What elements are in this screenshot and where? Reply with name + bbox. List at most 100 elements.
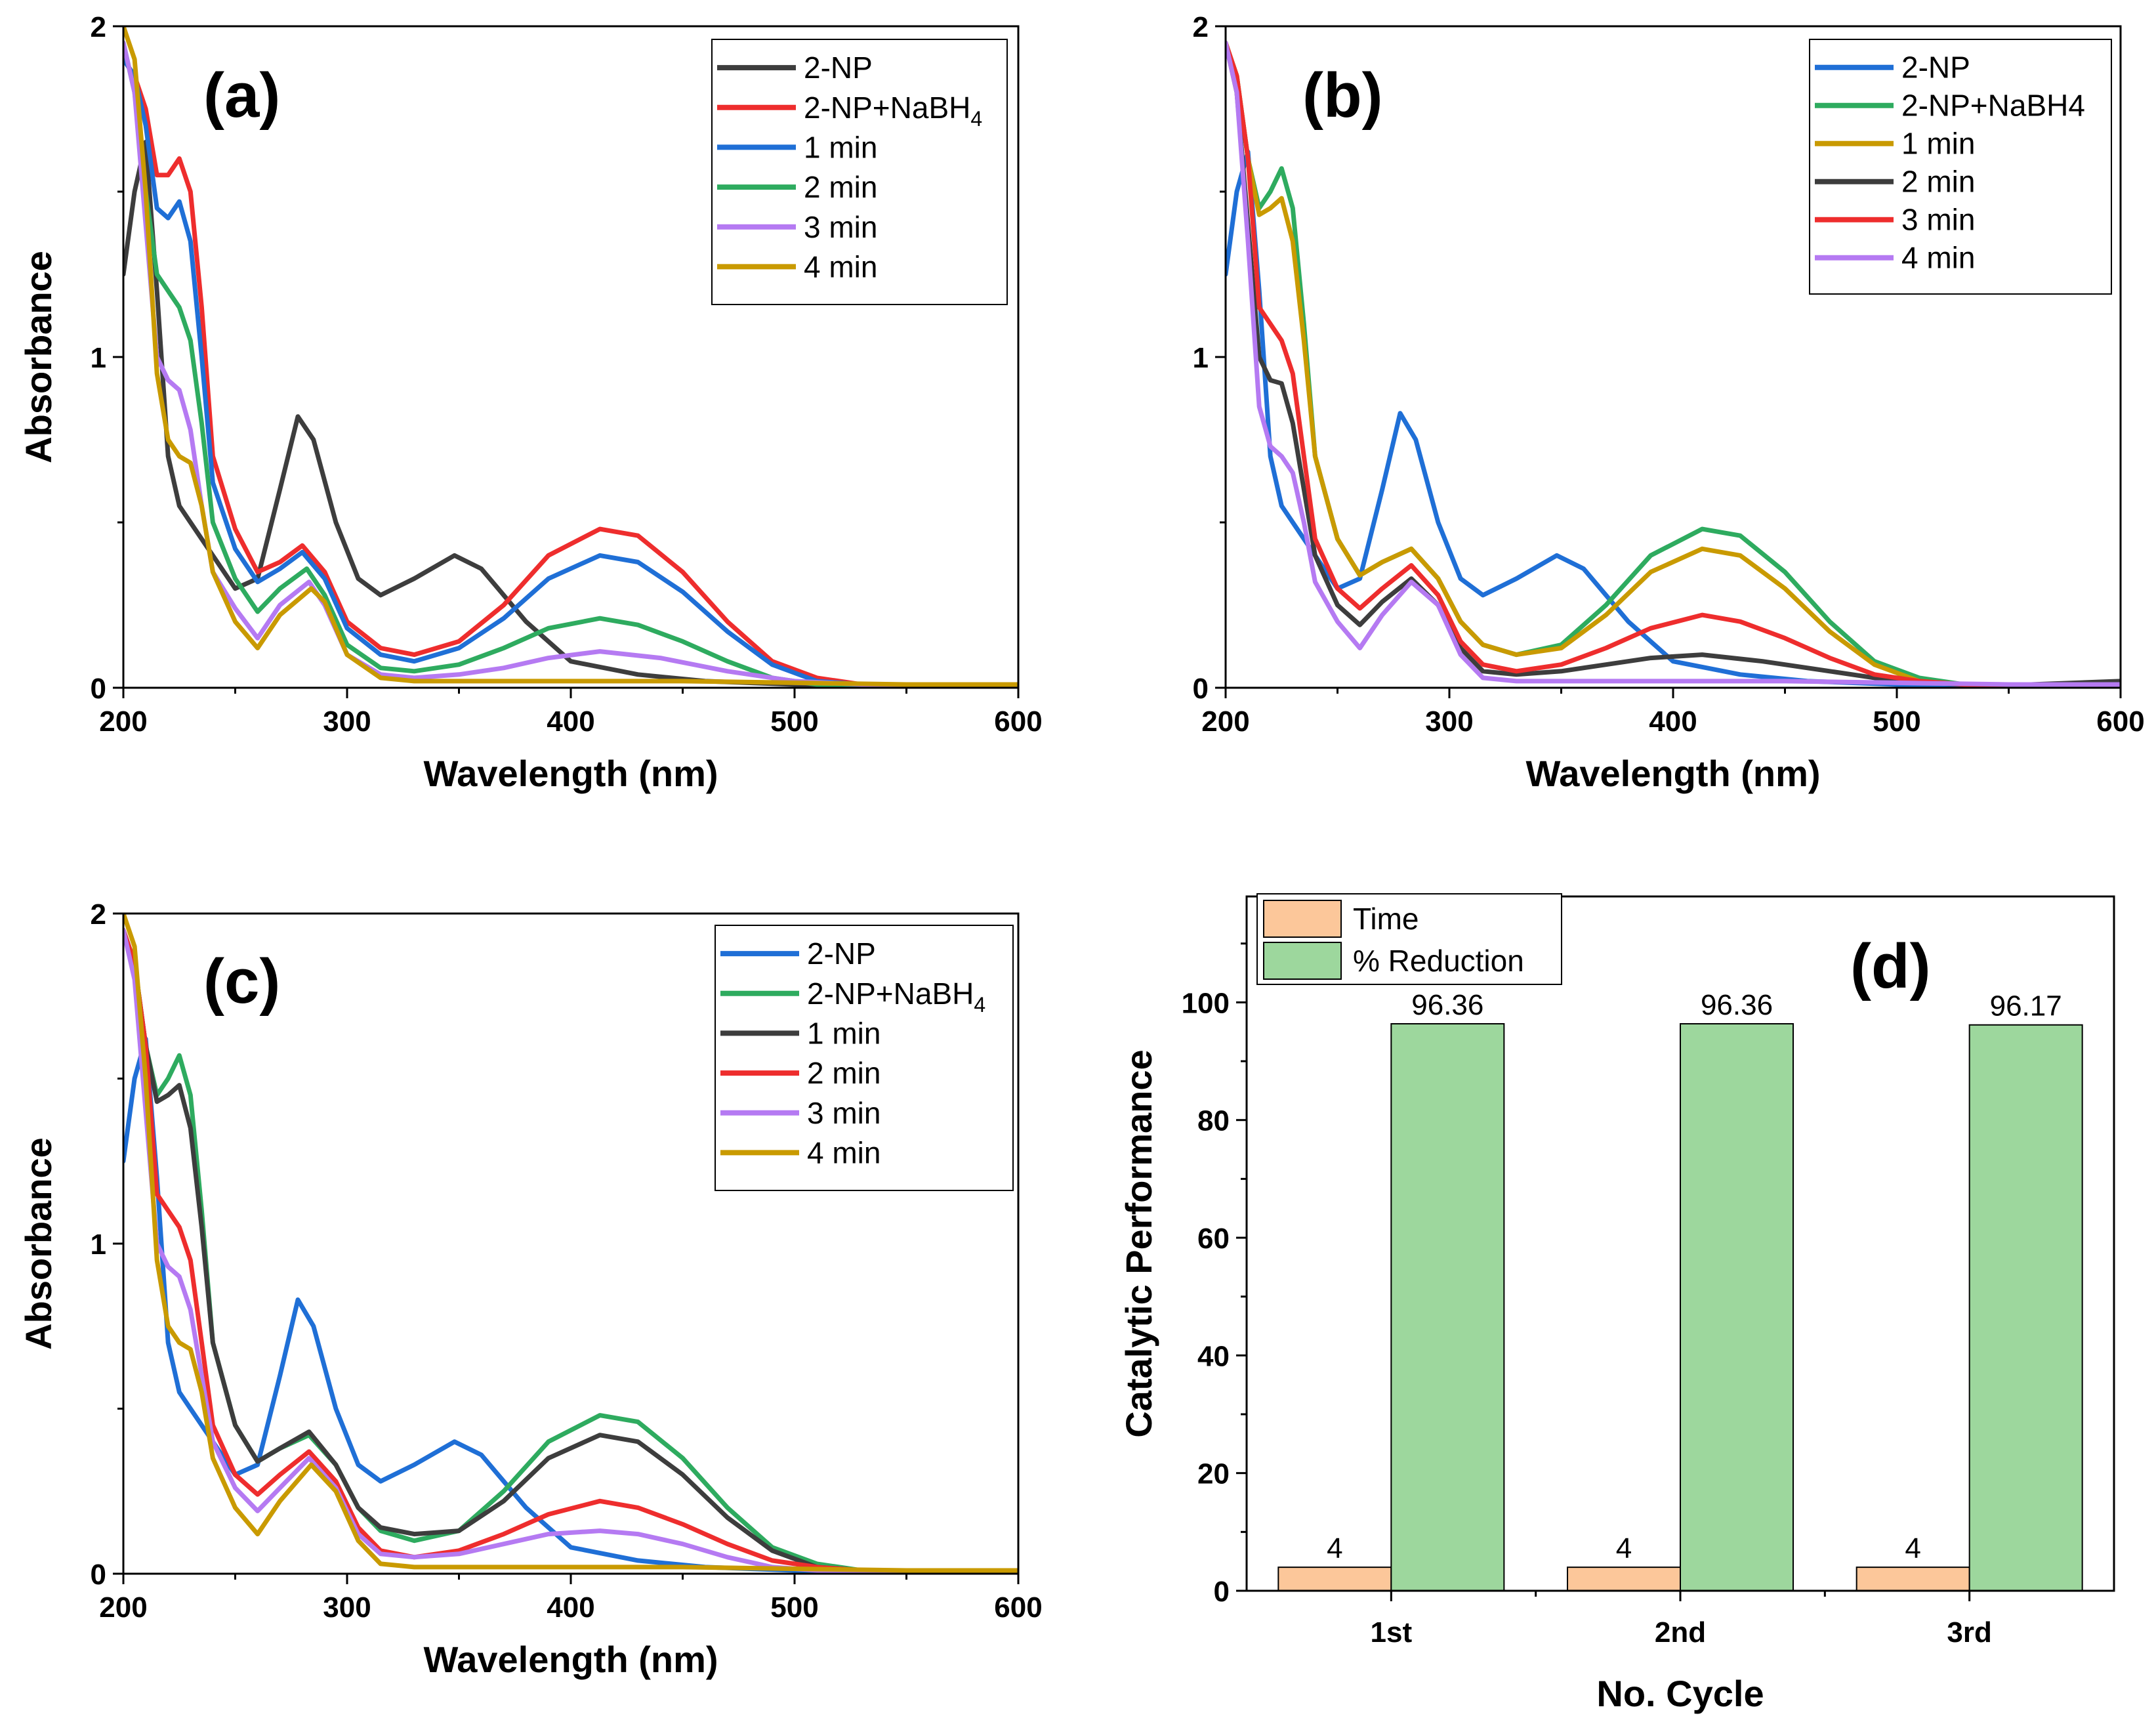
series-1-min: [123, 927, 1018, 1573]
legend-subscript: 4: [970, 107, 982, 131]
legend-text: 2 min: [807, 1056, 881, 1090]
legend-label: 2 min: [804, 170, 877, 204]
legend-swatch: [1263, 900, 1342, 938]
category-label: 3rd: [1947, 1616, 1991, 1649]
legend-frame: [711, 39, 1008, 305]
x-tick-label: 600: [2096, 705, 2144, 738]
legend-text: 4 min: [1901, 241, 1975, 275]
series-2-np: [1226, 150, 2121, 687]
x-tick-label: 400: [547, 1591, 594, 1624]
legend-label: 4 min: [807, 1135, 881, 1169]
bar-value-label: 4: [1327, 1532, 1342, 1565]
bar-reduction-1st: [1390, 1023, 1505, 1592]
series-3-min: [1226, 40, 2121, 687]
panel-label: (d): [1850, 931, 1931, 1001]
legend-label: 2-NP+NaBH4: [1901, 89, 2085, 123]
x-tick-label: 500: [1873, 705, 1920, 738]
y-tick-label: 0: [91, 673, 106, 705]
legend-text: 4 min: [804, 249, 877, 284]
legend-label: Time: [1353, 902, 1419, 936]
x-tick-label: 500: [770, 1591, 818, 1624]
x-axis-label: Wavelength (nm): [1525, 753, 1820, 794]
legend-label: 4 min: [804, 249, 877, 284]
legend-label: 3 min: [804, 210, 877, 244]
bar-value-label: 4: [1905, 1532, 1920, 1565]
legend-swatch: [1263, 942, 1342, 980]
y-tick-label: 0: [1214, 1576, 1230, 1608]
plot-frame: [1245, 895, 2115, 1592]
y-tick-label: 0: [91, 1559, 106, 1591]
y-tick-label: 80: [1197, 1105, 1230, 1137]
bar-value-label: 96.36: [1701, 989, 1773, 1021]
series-4-min: [123, 26, 1018, 687]
bar-time-2nd: [1567, 1566, 1681, 1591]
y-axis-label: Absorbance: [18, 1137, 59, 1350]
y-tick-label: 0: [1193, 673, 1209, 705]
panel-b: 200 300 400 500 600 0 1 2 Wavelength (nm) Absorba…: [18, 11, 2145, 794]
legend-subscript: 4: [974, 993, 985, 1017]
x-axis-label: Wavelength (nm): [423, 753, 718, 794]
legend-label: 1 min: [807, 1016, 881, 1050]
y-axis-label: Catalytic Performance: [1118, 1049, 1159, 1437]
x-tick-label: 300: [1425, 705, 1473, 738]
legend-label: 3 min: [807, 1096, 881, 1130]
bar-value-label: 4: [1616, 1532, 1632, 1565]
legend-label: 2 min: [1901, 165, 1975, 199]
bar-reduction-3rd: [1968, 1024, 2083, 1591]
legend-label: 2-NP: [1901, 51, 1970, 85]
legend-label: 2-NP: [807, 936, 876, 971]
legend-label: 1 min: [804, 130, 877, 164]
y-tick-label: 100: [1182, 987, 1230, 1019]
panel-label: (a): [203, 60, 280, 131]
legend-text: 1 min: [807, 1016, 881, 1050]
legend-label: 2-NP+NaBH4: [807, 977, 985, 1017]
legend-text: 2-NP: [807, 936, 876, 971]
legend-text: 2-NP: [1901, 51, 1970, 85]
bar-reduction-2nd: [1680, 1023, 1794, 1592]
panel-c: 200 300 400 500 600 0 1 2 Wavelength (nm) Absorba…: [18, 898, 1043, 1680]
bar-time-1st: [1277, 1566, 1392, 1591]
legend-label: 2-NP: [804, 51, 873, 85]
series-1-min: [1226, 40, 2121, 687]
y-tick-label: 2: [1193, 11, 1209, 43]
y-tick-label: 60: [1197, 1223, 1230, 1255]
legend-frame: [1809, 39, 2112, 295]
y-tick-label: 40: [1197, 1340, 1230, 1372]
panel-label: (b): [1302, 60, 1383, 131]
x-tick-label: 400: [547, 705, 594, 738]
x-axis-label: No. Cycle: [1596, 1673, 1764, 1714]
legend-label: 1 min: [1901, 127, 1975, 161]
y-tick-label: 1: [91, 342, 106, 374]
legend-label: % Reduction: [1353, 944, 1524, 978]
legend: 2-NP 2-NP+NaBH4 1 min 2 min 3 min 4 min: [1809, 39, 2112, 295]
legend-text: 3 min: [1901, 203, 1975, 237]
y-tick-label: 2: [91, 898, 106, 931]
series-1-min: [123, 56, 1018, 687]
y-tick-label: 20: [1197, 1458, 1230, 1490]
x-tick-label: 500: [770, 705, 818, 738]
legend-text: 2-NP: [804, 51, 873, 85]
x-tick-label: 300: [323, 705, 371, 738]
series-2-min: [123, 40, 1018, 687]
series-2-np: [123, 1036, 1018, 1573]
series-2-min: [123, 927, 1018, 1573]
x-tick-label: 200: [1201, 705, 1249, 738]
x-tick-label: 200: [99, 705, 147, 738]
category-label: 1st: [1371, 1616, 1413, 1649]
series-2-np: [123, 139, 1018, 687]
legend-text: 4 min: [807, 1135, 881, 1169]
series-2-np-nabh4: [123, 56, 1018, 687]
legend-label: 2-NP+NaBH4: [804, 91, 982, 131]
series-3-min: [123, 927, 1018, 1573]
y-tick-label: 1: [1193, 342, 1209, 374]
legend-label: 3 min: [1901, 203, 1975, 237]
y-tick-label: 2: [91, 11, 106, 43]
x-tick-label: 600: [994, 705, 1042, 738]
legend-text: 2 min: [804, 170, 877, 204]
series-4-min: [123, 914, 1018, 1573]
y-axis-label: Absorbance: [18, 251, 59, 463]
legend-text: 1 min: [804, 130, 877, 164]
